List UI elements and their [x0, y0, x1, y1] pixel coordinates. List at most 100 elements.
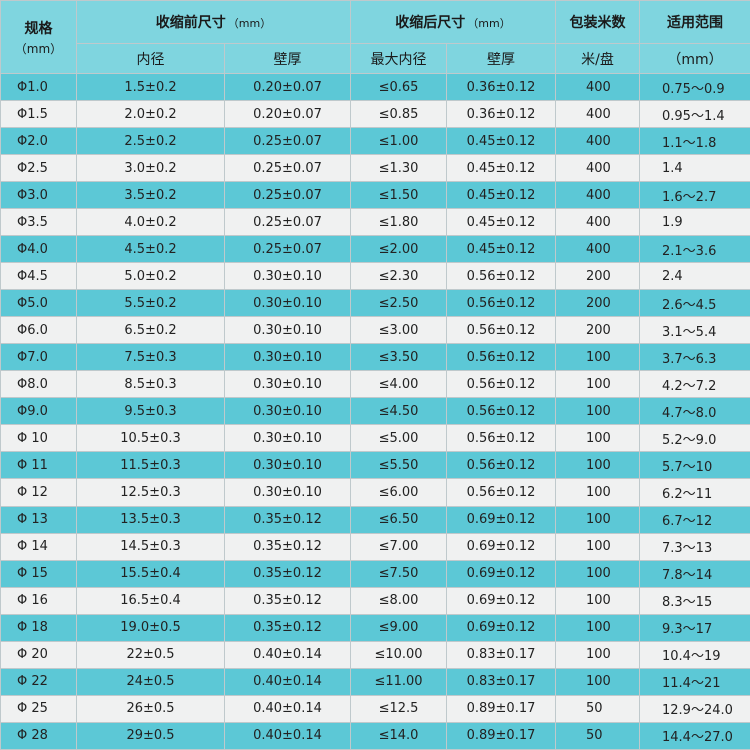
- cell-inner-diameter: 26±0.5: [76, 694, 225, 723]
- cell-wall-after: 0.56±0.12: [446, 316, 556, 345]
- cell-max-inner-diameter: ≤5.50: [350, 451, 447, 480]
- cell-wall-before: 0.25±0.07: [224, 235, 351, 264]
- cell-inner-diameter: 16.5±0.4: [76, 586, 225, 615]
- cell-max-inner-diameter: ≤1.50: [350, 181, 447, 210]
- cell-wall-after: 0.89±0.17: [446, 721, 556, 750]
- header-range-label: 适用范围: [667, 15, 723, 31]
- cell-inner-diameter: 7.5±0.3: [76, 343, 225, 372]
- table-row: Φ8.0 8.5±0.3 0.30±0.10 ≤4.00 0.56±0.12 100 4.2…: [0, 370, 750, 399]
- cell-inner-diameter: 8.5±0.3: [76, 370, 225, 399]
- cell-wall-before: 0.30±0.10: [224, 424, 351, 453]
- cell-pack: 100: [555, 505, 640, 534]
- cell-inner-diameter: 1.5±0.2: [76, 72, 225, 102]
- header-pack: 包装米数: [555, 0, 640, 44]
- cell-spec: Φ3.0: [0, 181, 77, 210]
- cell-pack: 400: [555, 154, 640, 183]
- cell-range: 5.2～9.0: [639, 424, 750, 453]
- header-spec: 规格 （mm）: [0, 0, 77, 74]
- header-pack-unit: 米/盘: [555, 43, 640, 74]
- cell-wall-before: 0.35±0.12: [224, 613, 351, 642]
- table-row: Φ4.5 5.0±0.2 0.30±0.10 ≤2.30 0.56±0.12 200 2.4: [0, 262, 750, 291]
- table-row: Φ 12 12.5±0.3 0.30±0.10 ≤6.00 0.56±0.12 100 6.…: [0, 478, 750, 507]
- cell-max-inner-diameter: ≤8.00: [350, 586, 447, 615]
- table-row: Φ 13 13.5±0.3 0.35±0.12 ≤6.50 0.69±0.12 100 6.…: [0, 505, 750, 534]
- cell-wall-after: 0.45±0.12: [446, 235, 556, 264]
- cell-wall-after: 0.69±0.12: [446, 505, 556, 534]
- cell-wall-before: 0.30±0.10: [224, 262, 351, 291]
- cell-pack: 100: [555, 586, 640, 615]
- cell-spec: Φ 14: [0, 532, 77, 561]
- cell-wall-before: 0.40±0.14: [224, 721, 351, 750]
- cell-spec: Φ9.0: [0, 397, 77, 426]
- cell-range: 9.3～17: [639, 613, 750, 642]
- table-row: Φ 28 29±0.5 0.40±0.14 ≤14.0 0.89±0.17 50 14.4～…: [0, 721, 750, 750]
- cell-max-inner-diameter: ≤0.85: [350, 100, 447, 129]
- cell-wall-after: 0.45±0.12: [446, 154, 556, 183]
- cell-pack: 100: [555, 397, 640, 426]
- cell-pack: 100: [555, 424, 640, 453]
- cell-wall-before: 0.30±0.10: [224, 316, 351, 345]
- cell-pack: 200: [555, 289, 640, 318]
- header-after-label: 收缩后尺寸: [395, 15, 466, 31]
- cell-wall-before: 0.35±0.12: [224, 532, 351, 561]
- cell-wall-before: 0.25±0.07: [224, 154, 351, 183]
- cell-range: 0.75～0.9: [639, 72, 750, 102]
- cell-spec: Φ 12: [0, 478, 77, 507]
- cell-range: 3.1～5.4: [639, 316, 750, 345]
- cell-wall-after: 0.56±0.12: [446, 262, 556, 291]
- table-row: Φ 10 10.5±0.3 0.30±0.10 ≤5.00 0.56±0.12 100 5.…: [0, 424, 750, 453]
- cell-range: 0.95～1.4: [639, 100, 750, 129]
- cell-max-inner-diameter: ≤10.00: [350, 640, 447, 669]
- cell-pack: 400: [555, 181, 640, 210]
- cell-pack: 50: [555, 694, 640, 723]
- cell-spec: Φ 22: [0, 667, 77, 696]
- table-row: Φ9.0 9.5±0.3 0.30±0.10 ≤4.50 0.56±0.12 100 4.7…: [0, 397, 750, 426]
- table-row: Φ 20 22±0.5 0.40±0.14 ≤10.00 0.83±0.17 100 10.…: [0, 640, 750, 669]
- cell-spec: Φ1.0: [0, 72, 77, 102]
- cell-pack: 100: [555, 640, 640, 669]
- cell-inner-diameter: 15.5±0.4: [76, 559, 225, 588]
- cell-inner-diameter: 4.0±0.2: [76, 208, 225, 237]
- header-wall-after: 壁厚: [446, 43, 556, 74]
- cell-spec: Φ 20: [0, 640, 77, 669]
- cell-wall-after: 0.56±0.12: [446, 343, 556, 372]
- cell-wall-after: 0.36±0.12: [446, 100, 556, 129]
- cell-inner-diameter: 19.0±0.5: [76, 613, 225, 642]
- table-row: Φ5.0 5.5±0.2 0.30±0.10 ≤2.50 0.56±0.12 200 2.6…: [0, 289, 750, 318]
- cell-wall-before: 0.25±0.07: [224, 127, 351, 156]
- cell-pack: 200: [555, 262, 640, 291]
- header-before-unit: （mm）: [227, 17, 272, 30]
- cell-pack: 400: [555, 235, 640, 264]
- cell-range: 7.8～14: [639, 559, 750, 588]
- cell-max-inner-diameter: ≤7.50: [350, 559, 447, 588]
- cell-wall-before: 0.30±0.10: [224, 478, 351, 507]
- cell-wall-before: 0.25±0.07: [224, 181, 351, 210]
- table-row: Φ 15 15.5±0.4 0.35±0.12 ≤7.50 0.69±0.12 100 7.…: [0, 559, 750, 588]
- cell-wall-after: 0.69±0.12: [446, 559, 556, 588]
- cell-inner-diameter: 29±0.5: [76, 721, 225, 750]
- cell-spec: Φ 16: [0, 586, 77, 615]
- cell-inner-diameter: 2.5±0.2: [76, 127, 225, 156]
- table-row: Φ7.0 7.5±0.3 0.30±0.10 ≤3.50 0.56±0.12 100 3.7…: [0, 343, 750, 372]
- cell-wall-before: 0.40±0.14: [224, 694, 351, 723]
- header-before: 收缩前尺寸 （mm）: [76, 0, 351, 44]
- cell-wall-before: 0.30±0.10: [224, 451, 351, 480]
- cell-inner-diameter: 12.5±0.3: [76, 478, 225, 507]
- cell-inner-diameter: 4.5±0.2: [76, 235, 225, 264]
- cell-spec: Φ5.0: [0, 289, 77, 318]
- header-inner-diameter: 内径: [76, 43, 225, 74]
- cell-inner-diameter: 3.5±0.2: [76, 181, 225, 210]
- cell-spec: Φ 13: [0, 505, 77, 534]
- cell-max-inner-diameter: ≤3.00: [350, 316, 447, 345]
- table-row: Φ2.5 3.0±0.2 0.25±0.07 ≤1.30 0.45±0.12 400 1.4: [0, 154, 750, 183]
- cell-inner-diameter: 9.5±0.3: [76, 397, 225, 426]
- cell-wall-after: 0.69±0.12: [446, 586, 556, 615]
- cell-spec: Φ 28: [0, 721, 77, 750]
- header-before-label: 收缩前尺寸: [155, 15, 226, 31]
- cell-wall-after: 0.56±0.12: [446, 478, 556, 507]
- table-header: 规格 （mm） 收缩前尺寸 （mm） 收缩后尺寸 （mm） 包装米数 适用范围 内径…: [0, 0, 750, 74]
- header-after: 收缩后尺寸 （mm）: [350, 0, 556, 44]
- cell-range: 2.1～3.6: [639, 235, 750, 264]
- cell-max-inner-diameter: ≤4.00: [350, 370, 447, 399]
